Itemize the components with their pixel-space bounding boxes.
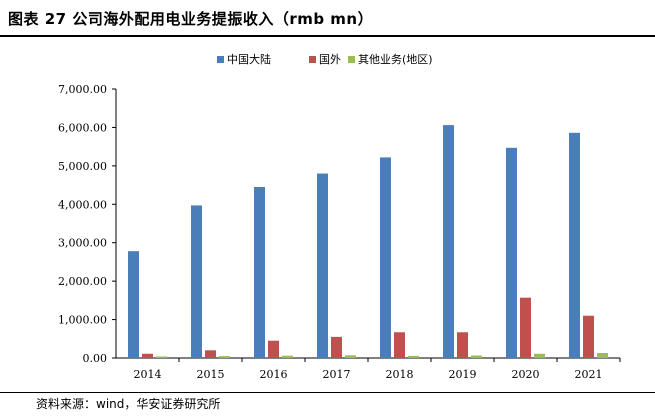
y-tick-label: 4,000.00 bbox=[58, 198, 107, 211]
bar-0-0 bbox=[128, 251, 139, 358]
bar-0-2 bbox=[254, 186, 265, 358]
bar-2-2 bbox=[282, 355, 293, 358]
bar-1-5 bbox=[457, 332, 468, 358]
legend-swatch-1 bbox=[309, 56, 316, 63]
title-rule bbox=[0, 35, 655, 37]
x-tick-label: 2016 bbox=[260, 368, 288, 381]
legend-swatch-0 bbox=[217, 56, 224, 63]
legend-label-0: 中国大陆 bbox=[227, 52, 271, 66]
bar-2-4 bbox=[408, 355, 419, 358]
legend-label-2: 其他业务(地区) bbox=[358, 53, 433, 66]
bar-2-7 bbox=[597, 353, 608, 358]
x-tick-label: 2017 bbox=[323, 368, 351, 381]
bar-2-0 bbox=[156, 356, 167, 358]
y-tick-label: 5,000.00 bbox=[58, 160, 107, 173]
y-tick-label: 0.00 bbox=[83, 352, 108, 365]
x-tick-label: 2014 bbox=[134, 368, 162, 381]
bar-1-6 bbox=[520, 297, 531, 358]
bar-2-5 bbox=[471, 355, 482, 358]
bar-0-5 bbox=[443, 125, 454, 358]
y-tick-label: 3,000.00 bbox=[58, 237, 107, 250]
bar-2-1 bbox=[219, 356, 230, 358]
y-tick-label: 6,000.00 bbox=[58, 121, 107, 134]
bar-0-4 bbox=[380, 157, 391, 358]
x-tick-label: 2019 bbox=[449, 368, 477, 381]
bar-1-2 bbox=[268, 340, 279, 358]
figure-title: 图表 27 公司海外配用电业务提振收入（rmb mn） bbox=[8, 10, 374, 28]
source-rule bbox=[0, 392, 655, 393]
source-note: 资料来源：wind，华安证券研究所 bbox=[36, 397, 221, 411]
bar-0-7 bbox=[569, 132, 580, 358]
bar-0-1 bbox=[191, 205, 202, 358]
bar-1-1 bbox=[205, 350, 216, 358]
y-tick-label: 1,000.00 bbox=[58, 314, 107, 327]
bar-2-3 bbox=[345, 355, 356, 358]
bar-0-6 bbox=[506, 147, 517, 358]
legend-label-1: 国外 bbox=[319, 53, 341, 66]
bar-1-4 bbox=[394, 332, 405, 358]
bar-1-7 bbox=[583, 315, 594, 358]
bar-chart: 0.00 1,000.00 2,000.00 3,000.00 4,000.00 5,00… bbox=[58, 52, 621, 381]
x-tick-label: 2021 bbox=[575, 368, 603, 381]
x-tick-label: 2018 bbox=[386, 368, 414, 381]
legend-swatch-2 bbox=[348, 56, 355, 63]
y-tick-label: 7,000.00 bbox=[58, 83, 107, 96]
y-tick-label: 2,000.00 bbox=[58, 275, 107, 288]
x-tick-label: 2020 bbox=[512, 368, 540, 381]
x-tick-label: 2015 bbox=[197, 368, 225, 381]
bar-2-6 bbox=[534, 353, 545, 358]
bar-1-0 bbox=[142, 353, 153, 358]
bar-1-3 bbox=[331, 336, 342, 358]
bar-0-3 bbox=[317, 173, 328, 358]
